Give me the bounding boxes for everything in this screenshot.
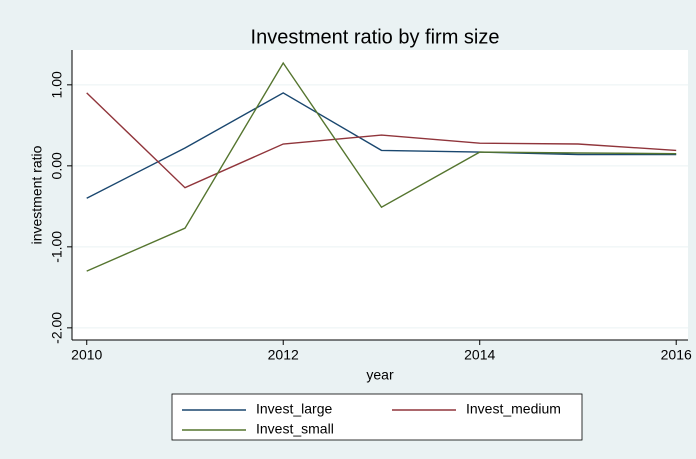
chart-title: Investment ratio by firm size xyxy=(251,26,500,48)
x-tick-label: 2010 xyxy=(71,347,102,363)
x-tick-label: 2012 xyxy=(268,347,299,363)
y-tick-label: 0.00 xyxy=(49,152,65,179)
legend xyxy=(171,393,583,441)
y-axis-label: investment ratio xyxy=(29,145,45,244)
legend-label: Invest_large xyxy=(256,401,332,417)
x-tick-label: 2014 xyxy=(464,347,495,363)
y-tick-label: -1.00 xyxy=(49,231,65,263)
x-tick-label: 2016 xyxy=(661,347,692,363)
y-tick-label: -2.00 xyxy=(49,312,65,344)
series-line xyxy=(86,92,677,189)
legend-label: Invest_medium xyxy=(466,401,561,417)
series-line xyxy=(86,92,677,199)
plot-area xyxy=(72,50,688,340)
series-line xyxy=(86,61,677,272)
y-tick-label: 1.00 xyxy=(49,71,65,98)
x-axis-label: year xyxy=(366,367,394,383)
legend-label: Invest_small xyxy=(256,421,334,437)
